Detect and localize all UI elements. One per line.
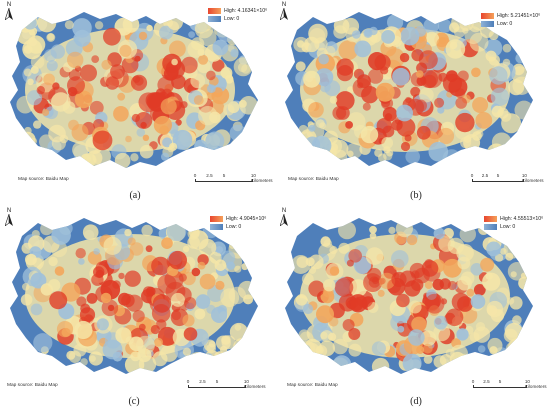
north-arrow-icon: [280, 8, 288, 20]
legend-low-swatch: [481, 21, 494, 27]
map-source-a: Map source: Baidu Map: [18, 177, 69, 182]
legend-high-label: High: 4.16341×10⁶: [224, 8, 268, 14]
map-panel-c: N High: 4.9045×10⁶ Low: 0 Map source: Ba…: [0, 206, 270, 407]
heatmap-c: [10, 218, 258, 374]
scale-bar-a: 0 2.5 5 10 Kilometers: [193, 173, 273, 183]
legend-low-label: Low: 0: [224, 16, 240, 22]
legend-a: High: 4.16341×10⁶ Low: 0: [208, 7, 267, 23]
legend-c: High: 4.9045×10⁶ Low: 0: [210, 215, 266, 231]
scale-bar-b: 0 2.5 5 10 Kilometers: [470, 173, 544, 183]
legend-high-swatch: [484, 216, 497, 222]
north-arrow-b: N: [279, 2, 289, 20]
heatmap-b: [285, 12, 533, 168]
legend-d: High: 4.55513×10⁶ Low: 0: [484, 215, 543, 231]
caption-d: (d): [410, 396, 422, 407]
legend-low-label: Low: 0: [226, 224, 242, 230]
legend-high-label: High: 5.21451×10⁶: [497, 13, 541, 19]
heatmap-d: [285, 218, 533, 374]
north-arrow-a: N: [4, 2, 14, 20]
legend-b: High: 5.21451×10⁶ Low: 0: [481, 12, 540, 28]
legend-high-label: High: 4.9045×10⁶: [226, 216, 267, 222]
legend-high-swatch: [210, 216, 223, 222]
map-source-d: Map source: Baidu Map: [287, 383, 338, 388]
caption-a: (a): [129, 190, 141, 201]
scale-bar-c: 0 2.5 5 10 Kilometers: [186, 379, 266, 389]
north-arrow-icon: [280, 214, 288, 226]
north-arrow-icon: [5, 8, 13, 20]
legend-low-label: Low: 0: [500, 224, 516, 230]
map-source-c: Map source: Baidu Map: [7, 383, 58, 388]
legend-low-swatch: [210, 224, 223, 230]
map-panel-d: N High: 4.55513×10⁶ Low: 0 Map source: B…: [275, 206, 547, 407]
caption-b: (b): [410, 190, 422, 201]
map-panel-a: N High: 4.16341×10⁶ Low: 0 Map source: B…: [0, 0, 273, 201]
legend-high-swatch: [481, 13, 494, 19]
legend-low-label: Low: 0: [497, 21, 513, 27]
map-panel-b: N High: 5.21451×10⁶ Low: 0 Map source: B…: [275, 0, 545, 201]
scale-bar-d: 0 2.5 5 10 Kilometers: [471, 379, 547, 389]
north-arrow-d: N: [279, 208, 289, 226]
legend-high-label: High: 4.55513×10⁶: [500, 216, 544, 222]
north-arrow-icon: [5, 214, 13, 226]
heatmap-a: [10, 12, 258, 168]
legend-low-swatch: [484, 224, 497, 230]
map-source-b: Map source: Baidu Map: [288, 177, 339, 182]
caption-c: (c): [128, 396, 140, 407]
north-arrow-c: N: [4, 208, 14, 226]
legend-low-swatch: [208, 16, 221, 22]
legend-high-swatch: [208, 8, 221, 14]
